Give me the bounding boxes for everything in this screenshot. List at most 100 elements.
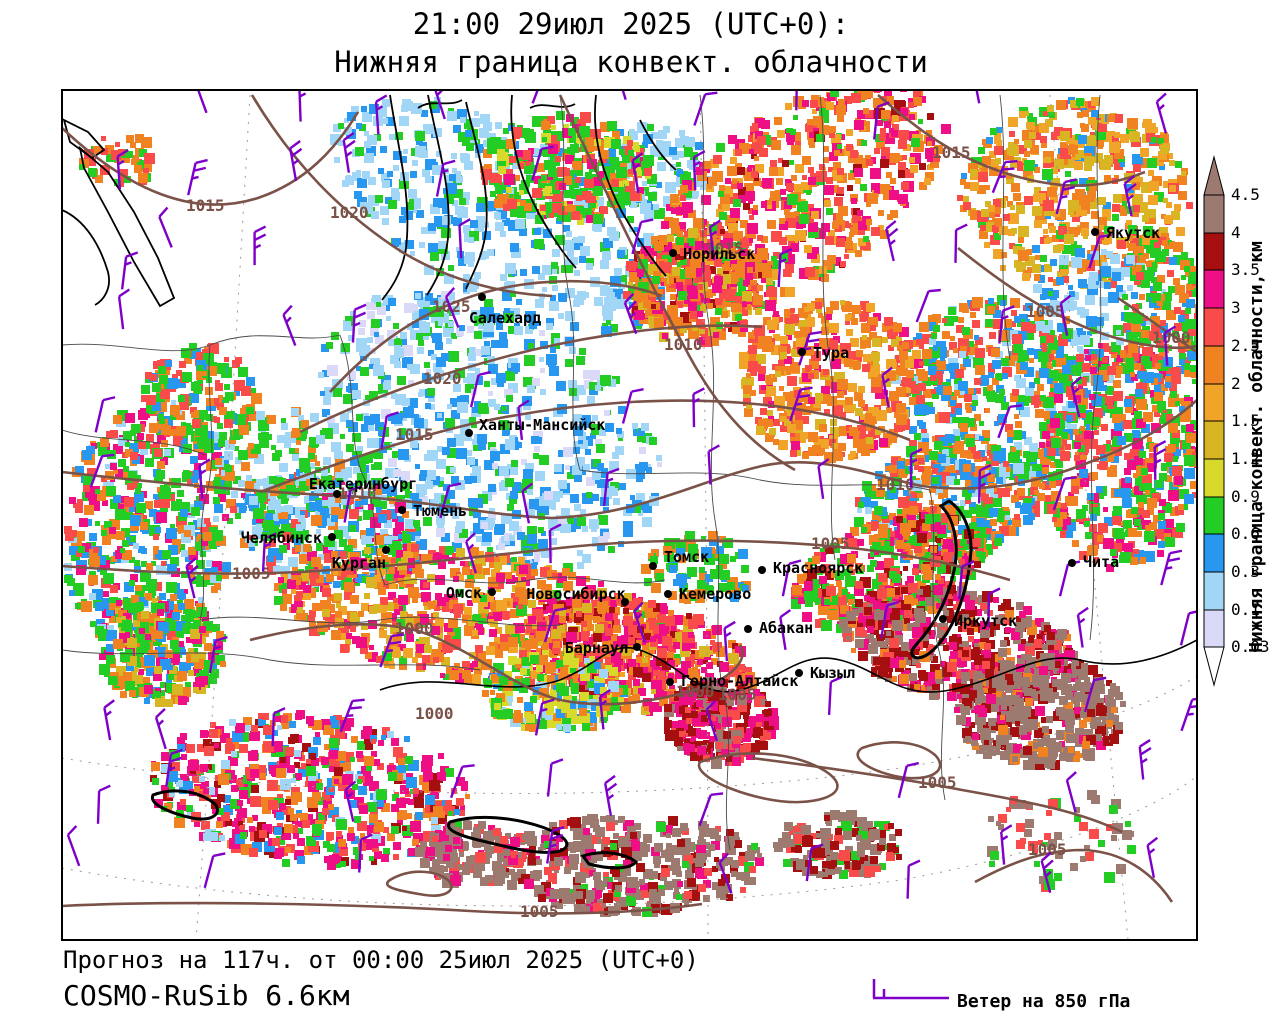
wind-barb [1000,824,1013,865]
wind-barb [777,248,793,288]
wind-barb [623,292,638,335]
colorbar-tick-label: 0.1 [1231,600,1260,619]
wind-barb [208,635,228,674]
region-border [1089,94,1102,641]
region-border [559,94,581,471]
lake-outline [151,789,219,821]
isobar-label: 1015 [705,239,744,258]
isobar-label: 1010 [338,484,377,503]
city-dot [478,293,486,301]
isobar-label: 1000 [676,682,715,701]
wind-barb [1076,606,1089,648]
wind-barb [96,784,111,824]
coastline [381,94,409,301]
city-dot [328,533,336,541]
isobar-label: 1015 [395,425,434,444]
cloud-region [954,653,1126,770]
wind-barb [991,159,1018,194]
title-line1: 21:00 29июл 2025 (UTC+0): [412,7,850,41]
wind-barb [817,458,830,499]
forecast-info: Прогноз на 117ч. от 00:00 25июл 2025 (UT… [63,946,699,974]
wind-barb [1153,440,1167,480]
wind-barb [1180,696,1197,732]
colorbar-segment [1203,232,1225,271]
wind-barb [194,90,208,114]
wind-barb [958,560,975,600]
wind-barb [1040,851,1054,894]
colorbar-segment [1203,345,1225,385]
isobar-label-layer: 1015 102010251020101510151015101010051000… [186,143,1191,921]
region-border [699,94,716,521]
wind-barb [548,523,562,564]
region-border [929,489,946,801]
wind-barb [1146,836,1159,878]
wind-barb [185,557,199,599]
wind-barb [1083,676,1107,713]
colorbar-title: Нижняя граница конвект. облачности, км [1246,241,1267,653]
wind-barb [827,675,843,715]
border-layer [62,94,1197,851]
isobar-label: 1005 [1028,840,1067,859]
wind-barb [342,131,356,173]
isobar-line [62,399,1197,520]
colorbar-segment [1203,609,1225,648]
city-label: Иркутск [954,612,1017,630]
city-label: Горно-Алтайск [681,672,798,690]
colorbar-segment [1203,458,1225,498]
city-label: Челябинск [241,529,322,547]
wind-barb [789,386,813,422]
city-dot [798,348,806,356]
colorbar-segment [1203,194,1225,234]
city-label: Томск [664,548,709,566]
isobar-line [329,279,663,393]
lake-outline [447,815,569,854]
wind-barb [374,94,388,135]
cloud-region [623,222,777,347]
lake-outline [580,851,639,870]
region-border [199,344,213,621]
city-label: Норильск [683,245,755,263]
title-line2: Нижняя граница конвект. облачности [334,45,928,79]
colorbar-segment [1203,307,1225,347]
colorbar-segment [1203,533,1225,573]
wind-barb [1070,376,1083,418]
wind-barb [987,587,1001,627]
isobar-line [697,752,839,804]
wind-barb [1160,549,1183,586]
wind-barb [439,482,462,519]
wind-barb [1088,233,1112,269]
model-info: COSMO-RuSib 6.6км [63,979,350,1012]
wind-barb [781,559,802,597]
wind-barb [880,600,900,639]
isobar-label: 1010 [664,335,703,354]
isobar-line [250,94,553,298]
colorbar-arrow-top [1203,155,1225,196]
city-label: Тура [813,344,849,362]
wind-barb [103,699,115,741]
wind-barb [705,700,719,742]
colorbar-tick-label: 0.6 [1231,524,1260,543]
graticule-layer [62,94,1197,940]
city-dot [333,490,341,498]
wind-barb [1055,178,1077,215]
wind-barb [602,467,620,507]
isobar-label: 1000 [415,704,454,723]
wind-barb [253,225,267,266]
wind-barb [718,852,733,894]
wind-barb [379,633,405,668]
wind-barb [795,90,809,111]
region-border [819,94,836,561]
city-dot [488,588,496,596]
isobar-line [62,539,1011,582]
colorbar-tick-label: 0.3 [1231,562,1260,581]
isobar-line [558,94,796,472]
wind-barb [543,607,567,643]
city-label: Омск [446,584,482,602]
wind-barb [621,387,644,424]
wind-barb [531,145,554,182]
wind-barb [344,780,357,822]
colorbar-segment [1203,496,1225,535]
colorbar-tick-label: 4 [1231,223,1241,242]
wind-barb [433,90,446,120]
